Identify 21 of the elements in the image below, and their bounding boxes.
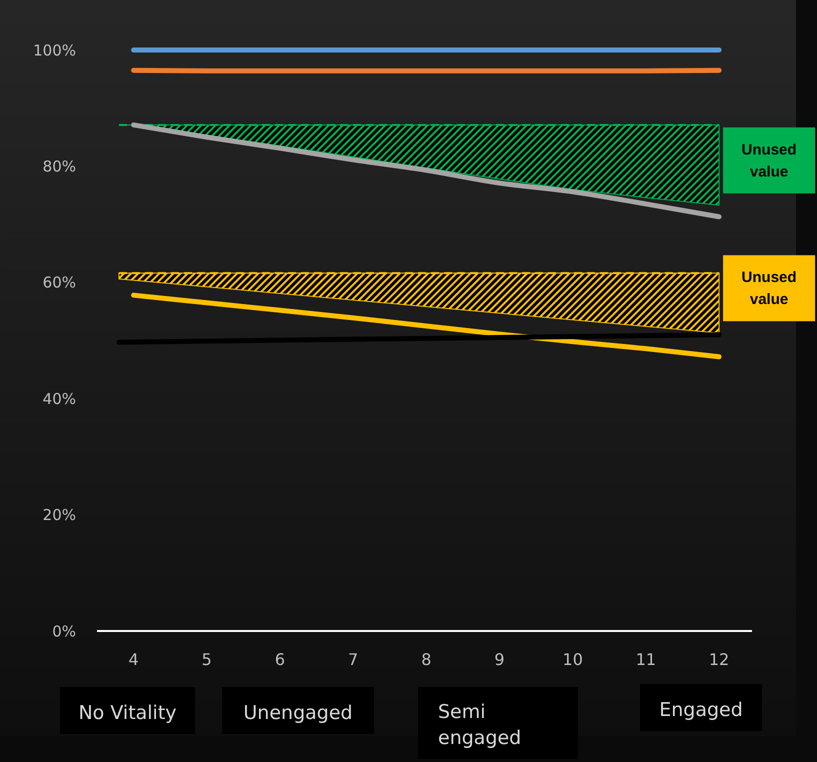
annotation: Unused value bbox=[742, 141, 797, 180]
text: Unengaged bbox=[243, 702, 353, 724]
annotation: Unused value bbox=[742, 269, 797, 308]
x-tick-label: 4 bbox=[128, 650, 139, 669]
x-tick-label: 10 bbox=[562, 650, 583, 669]
y-tick-label: 80% bbox=[42, 157, 76, 176]
text: Semi engaged bbox=[438, 701, 522, 749]
x-tick-label: 7 bbox=[348, 650, 358, 669]
y-tick-label: 100% bbox=[33, 41, 76, 60]
y-tick-label: 40% bbox=[42, 390, 76, 408]
x-tick-label: 12 bbox=[708, 650, 730, 669]
y-tick-label: 60% bbox=[42, 274, 76, 292]
text: Engaged bbox=[659, 699, 743, 721]
x-tick-label: 9 bbox=[494, 650, 505, 669]
y-tick-label: 0% bbox=[52, 622, 76, 640]
x-tick-label: 6 bbox=[274, 650, 286, 669]
x-tick-label: 8 bbox=[421, 650, 432, 669]
text: No Vitality bbox=[78, 702, 177, 724]
x-tick-label: 11 bbox=[636, 650, 656, 669]
y-tick-label: 20% bbox=[42, 506, 76, 524]
x-tick-label: 5 bbox=[202, 650, 212, 669]
